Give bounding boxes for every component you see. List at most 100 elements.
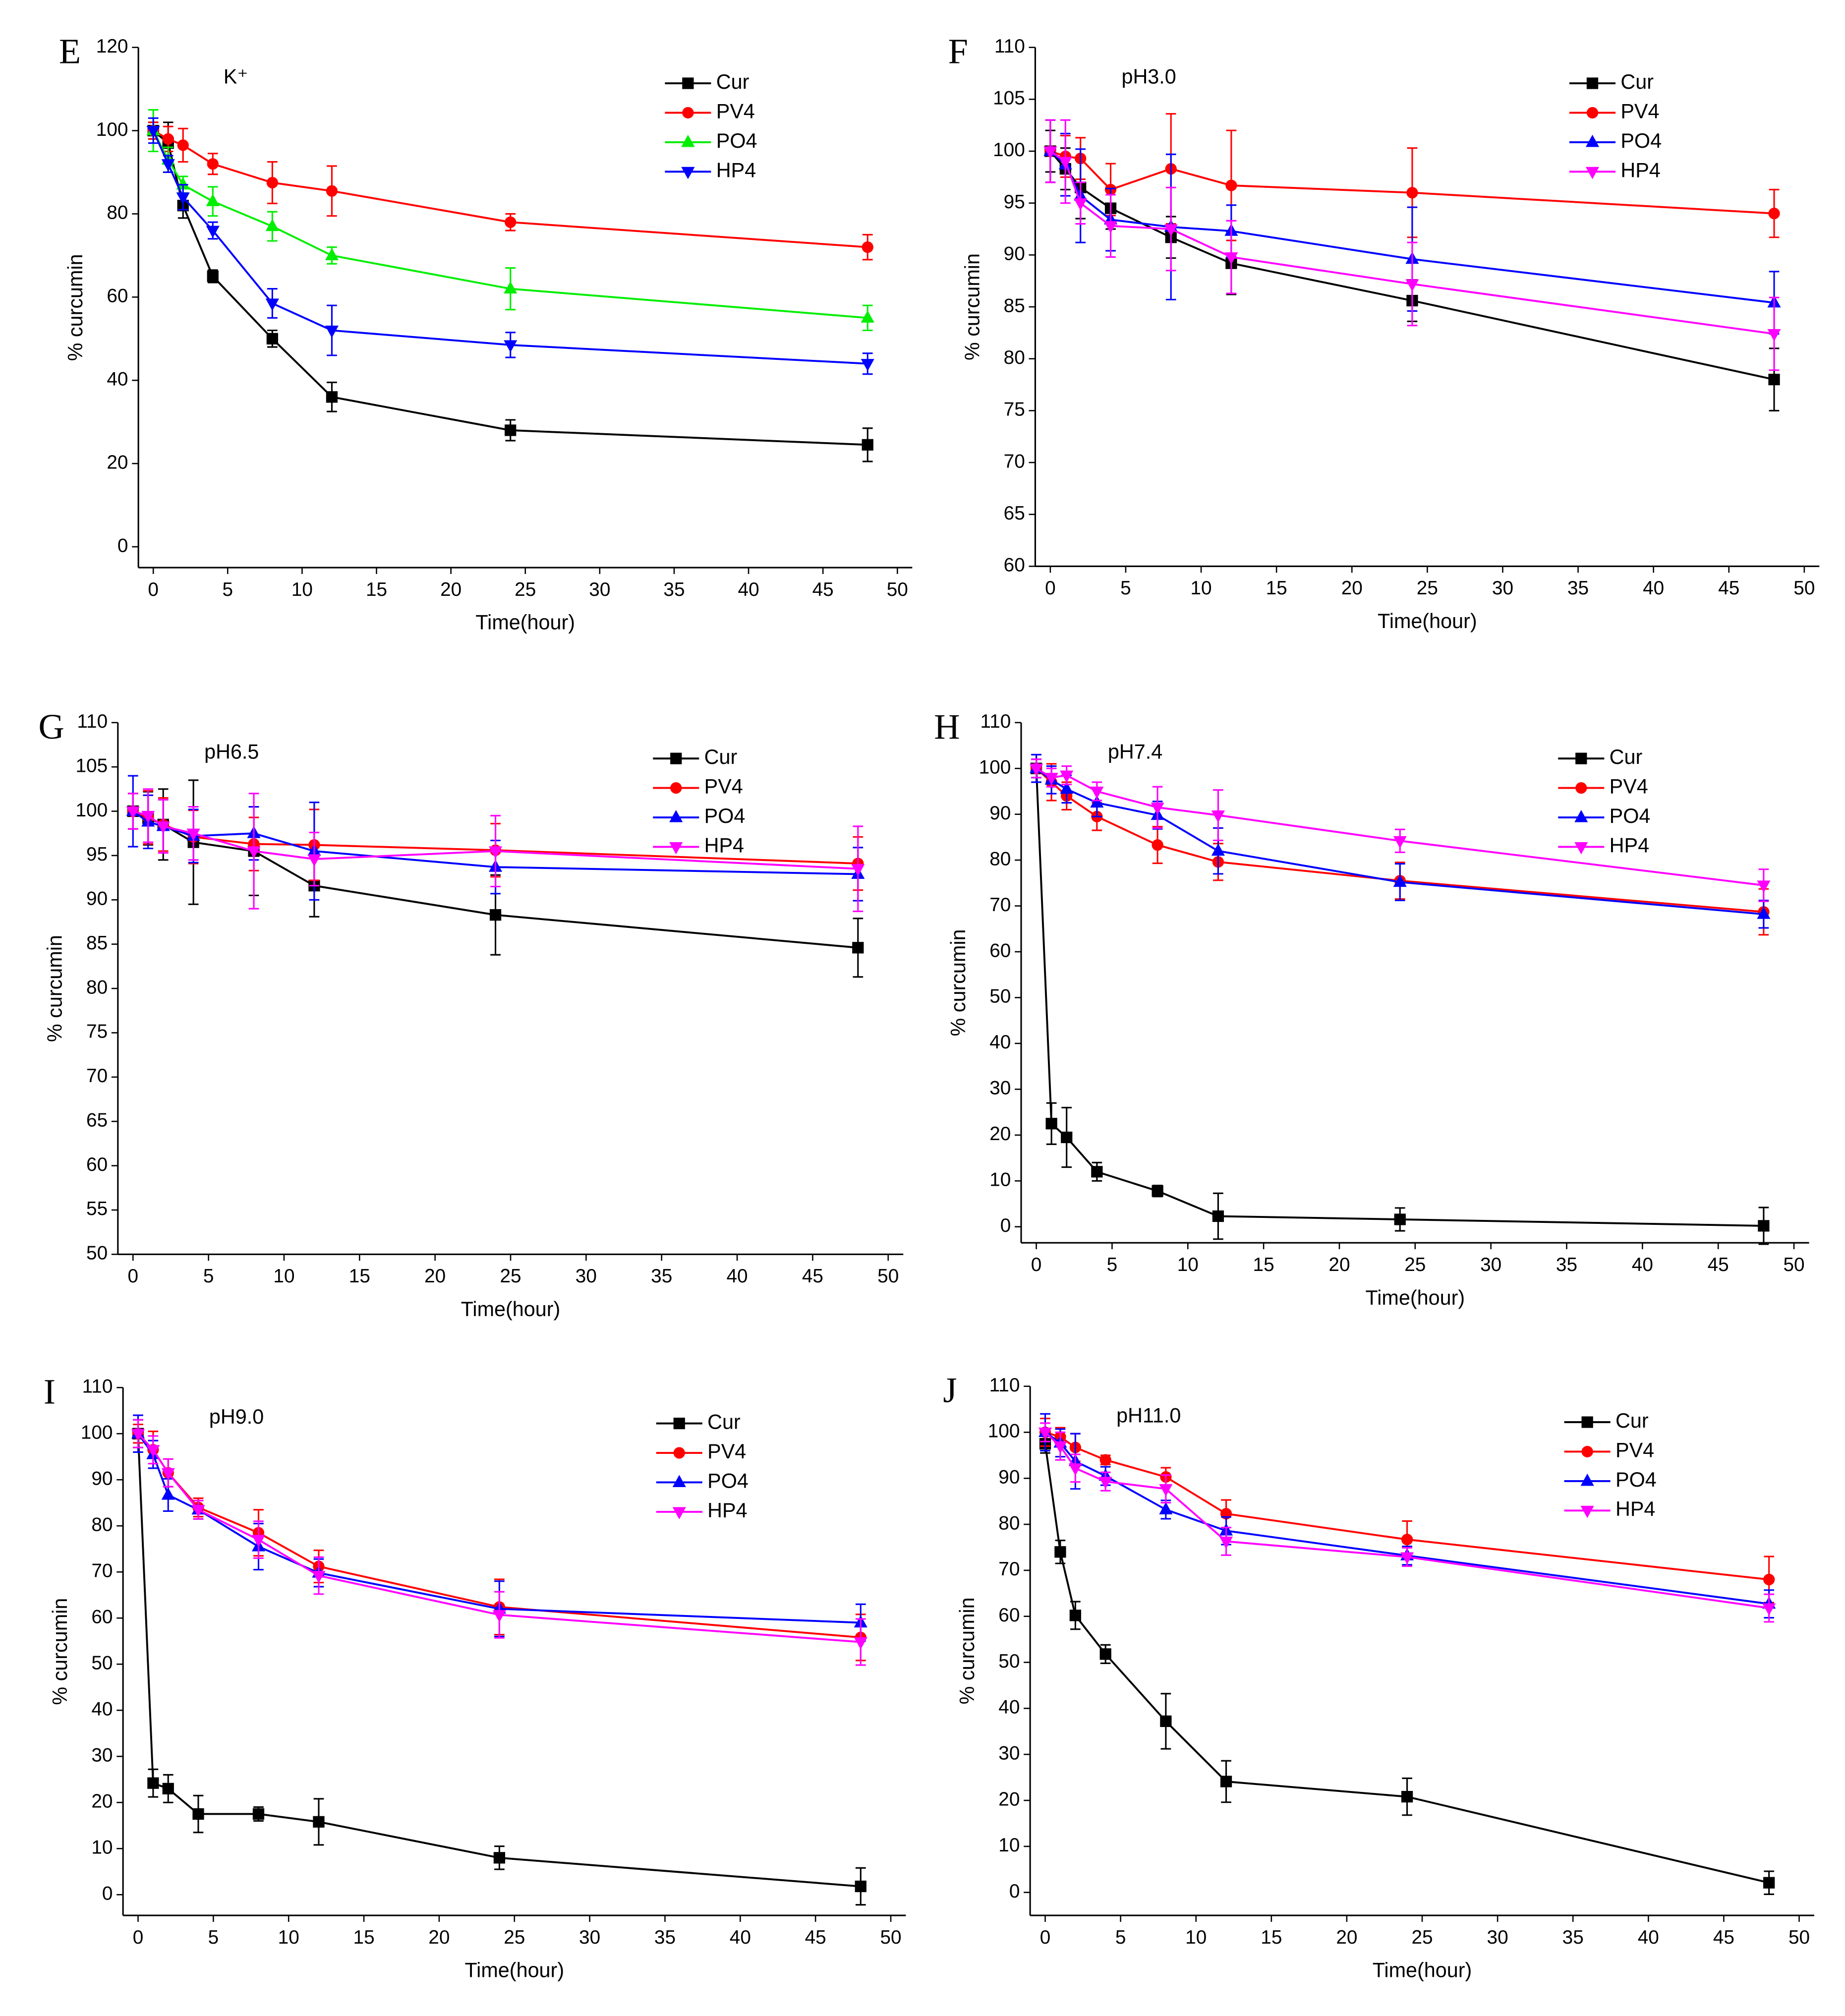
series-line bbox=[1049, 150, 1775, 335]
x-tick-label: 5 bbox=[223, 579, 233, 600]
x-tick-label: 25 bbox=[1404, 1254, 1426, 1275]
data-point bbox=[1405, 279, 1419, 292]
y-tick-label: 80 bbox=[107, 202, 128, 224]
data-point bbox=[307, 854, 321, 867]
y-tick-label: 100 bbox=[979, 756, 1011, 778]
data-point bbox=[186, 828, 200, 841]
x-tick-label: 10 bbox=[278, 1927, 299, 1948]
x-tick-label: 40 bbox=[730, 1927, 751, 1948]
y-tick-label: 100 bbox=[81, 1422, 113, 1443]
y-tick-label: 90 bbox=[91, 1468, 113, 1489]
legend-marker bbox=[1581, 1416, 1593, 1428]
panel-label: J bbox=[943, 1371, 957, 1410]
legend-label: PO4 bbox=[1620, 129, 1662, 152]
data-point bbox=[855, 1880, 866, 1893]
data-point bbox=[1045, 1118, 1057, 1130]
series-line bbox=[152, 130, 868, 365]
y-tick-label: 95 bbox=[1004, 191, 1025, 213]
series-line bbox=[137, 1433, 861, 1624]
y-tick-label: 110 bbox=[82, 1376, 113, 1397]
data-point bbox=[1212, 1210, 1224, 1222]
data-point bbox=[488, 846, 503, 859]
legend-label: PV4 bbox=[1620, 100, 1659, 122]
x-tick-label: 35 bbox=[1567, 577, 1589, 599]
x-tick-label: 20 bbox=[424, 1266, 446, 1287]
data-point bbox=[504, 281, 518, 294]
legend-marker bbox=[672, 1475, 686, 1488]
y-tick-label: 100 bbox=[993, 139, 1025, 161]
annotation: pH3.0 bbox=[1121, 65, 1176, 88]
legend-label: Cur bbox=[1610, 746, 1643, 768]
x-tick-label: 25 bbox=[1417, 577, 1438, 599]
x-tick-label: 45 bbox=[802, 1266, 823, 1287]
x-tick-label: 25 bbox=[515, 579, 536, 600]
x-tick-label: 50 bbox=[887, 579, 908, 600]
data-point bbox=[489, 909, 502, 921]
legend-marker bbox=[1575, 782, 1587, 794]
data-point bbox=[854, 1637, 867, 1650]
x-axis-label: Time(hour) bbox=[464, 1959, 564, 1982]
legend-label: PV4 bbox=[1615, 1439, 1654, 1461]
data-point bbox=[1401, 1534, 1413, 1546]
x-tick-label: 40 bbox=[1638, 1927, 1659, 1948]
data-point bbox=[1393, 874, 1407, 887]
legend-marker bbox=[1574, 842, 1588, 855]
data-point bbox=[851, 864, 865, 876]
legend-marker bbox=[1586, 77, 1599, 89]
y-tick-label: 50 bbox=[86, 1243, 108, 1264]
legend-label: HP4 bbox=[716, 159, 756, 181]
x-tick-label: 30 bbox=[576, 1266, 597, 1287]
x-tick-label: 5 bbox=[1120, 577, 1131, 599]
data-point bbox=[161, 159, 175, 172]
data-point bbox=[1043, 146, 1057, 159]
data-point bbox=[162, 133, 174, 145]
x-tick-label: 5 bbox=[203, 1266, 214, 1287]
annotation: pH7.4 bbox=[1108, 741, 1162, 763]
data-point bbox=[1053, 1441, 1067, 1454]
x-tick-label: 15 bbox=[1266, 577, 1287, 599]
x-tick-label: 45 bbox=[1718, 577, 1739, 599]
series-line bbox=[1044, 1432, 1769, 1609]
data-point bbox=[146, 1445, 160, 1457]
legend-label: Cur bbox=[704, 746, 738, 768]
y-tick-label: 75 bbox=[86, 1021, 108, 1042]
data-point bbox=[192, 1808, 204, 1820]
y-tick-label: 70 bbox=[1004, 451, 1025, 472]
y-tick-label: 30 bbox=[91, 1744, 113, 1766]
y-tick-label: 90 bbox=[998, 1467, 1020, 1488]
x-tick-label: 30 bbox=[1480, 1254, 1501, 1275]
data-point bbox=[1757, 907, 1771, 919]
data-point bbox=[1768, 207, 1780, 220]
annotation: pH11.0 bbox=[1116, 1404, 1181, 1427]
data-point bbox=[1758, 1220, 1770, 1232]
y-tick-label: 60 bbox=[91, 1606, 113, 1627]
y-tick-label: 65 bbox=[1004, 503, 1025, 524]
data-point bbox=[325, 325, 339, 338]
x-tick-label: 0 bbox=[133, 1927, 144, 1948]
y-tick-label: 50 bbox=[989, 986, 1011, 1007]
data-point bbox=[206, 226, 220, 238]
x-tick-label: 25 bbox=[504, 1927, 525, 1948]
data-point bbox=[1225, 179, 1237, 191]
x-axis-label: Time(hour) bbox=[1378, 610, 1477, 633]
legend-marker bbox=[682, 107, 694, 119]
legend-marker bbox=[669, 809, 683, 822]
data-point bbox=[265, 219, 279, 231]
x-tick-label: 20 bbox=[1336, 1927, 1357, 1948]
legend-label: PO4 bbox=[704, 805, 746, 827]
x-tick-label: 15 bbox=[349, 1266, 370, 1287]
x-tick-label: 0 bbox=[1031, 1254, 1042, 1275]
data-point bbox=[1767, 329, 1781, 342]
data-point bbox=[147, 1777, 159, 1789]
y-tick-label: 30 bbox=[998, 1742, 1020, 1764]
x-tick-label: 0 bbox=[148, 579, 159, 600]
x-tick-label: 25 bbox=[500, 1266, 521, 1287]
data-point bbox=[1768, 373, 1780, 386]
legend-label: PO4 bbox=[1615, 1468, 1657, 1491]
x-tick-label: 50 bbox=[880, 1927, 901, 1948]
data-point bbox=[325, 248, 339, 260]
data-point bbox=[1069, 1610, 1082, 1621]
data-point bbox=[206, 194, 220, 206]
x-tick-label: 45 bbox=[805, 1927, 826, 1948]
data-point bbox=[1074, 198, 1088, 211]
